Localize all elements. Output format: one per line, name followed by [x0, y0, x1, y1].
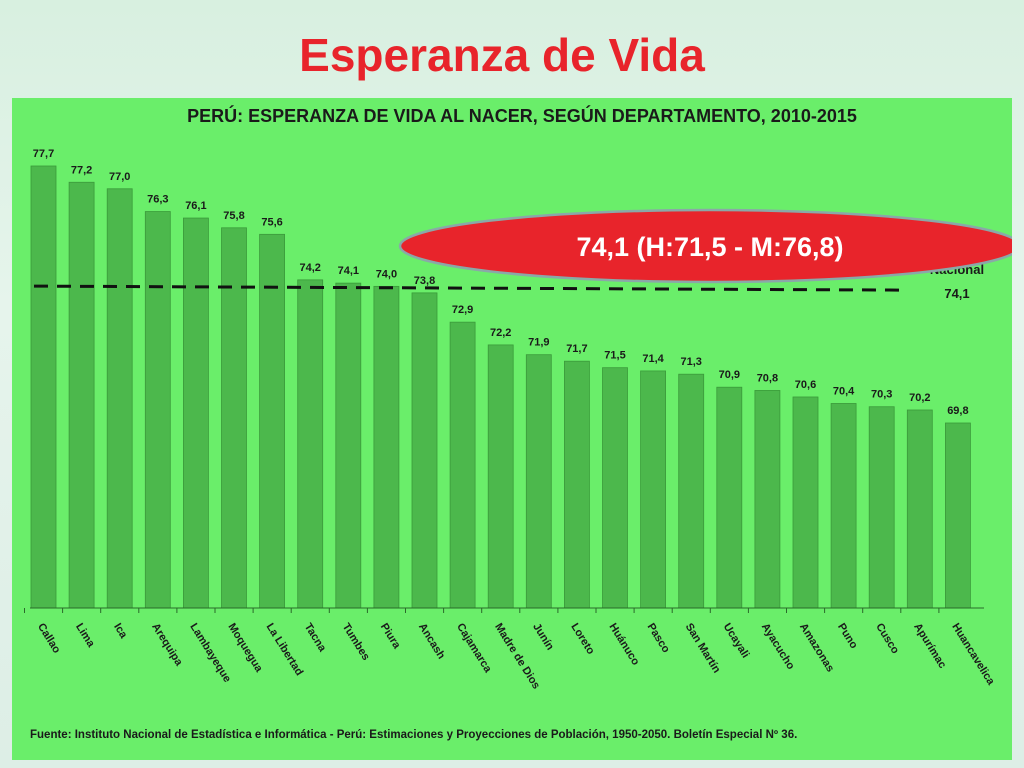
bar-7: [297, 279, 324, 609]
value-label-20: 70,6: [795, 379, 816, 391]
x-tick-label-0: Callao: [35, 621, 63, 656]
national-value: 74,1: [944, 286, 969, 301]
value-label-11: 72,9: [452, 304, 473, 316]
x-tick-label-6: La Libertad: [264, 621, 306, 678]
x-tick-label-21: Puno: [835, 621, 860, 651]
x-tick-label-11: Cajamarca: [454, 621, 494, 675]
x-tick-label-18: Ucayali: [721, 621, 752, 660]
value-label-2: 77,0: [109, 171, 130, 183]
x-tick-label-8: Tumbes: [340, 621, 372, 662]
value-labels-layer: 77,7 77,2 77,0 76,3 76,1 75,8 75,6 74,2 74,1 74,0…: [33, 148, 969, 417]
x-tick-label-2: Ica: [111, 621, 130, 641]
x-tick-label-7: Tacna: [302, 621, 329, 654]
source-text: Fuente: Instituto Nacional de Estadístic…: [30, 729, 797, 741]
bar-18: [716, 386, 743, 609]
bar-9: [373, 285, 400, 609]
x-tick-label-16: Pasco: [645, 621, 672, 655]
bar-13: [525, 354, 552, 609]
x-tick-label-20: Amazonas: [797, 621, 836, 674]
x-tick-label-19: Ayacucho: [759, 621, 797, 672]
slide-title: Esperanza de Vida: [299, 29, 705, 81]
bar-2: [106, 188, 133, 609]
callout-text: 74,1 (H:71,5 - M:76,8): [576, 232, 843, 262]
bar-1: [68, 181, 95, 609]
bars-layer: [30, 165, 971, 609]
x-tick-label-10: Ancash: [416, 621, 447, 661]
bar-11: [449, 321, 476, 609]
bar-chart: PERÚ: ESPERANZA DE VIDA AL NACER, SEGÚN …: [24, 105, 1012, 741]
value-label-21: 70,4: [833, 385, 855, 397]
bar-3: [144, 211, 171, 609]
bar-15: [602, 367, 628, 609]
x-tick-label-22: Cusco: [873, 621, 901, 656]
x-tick-label-3: Arequipa: [149, 621, 185, 669]
value-label-18: 70,9: [719, 369, 740, 381]
value-label-19: 70,8: [757, 372, 778, 384]
value-label-1: 77,2: [71, 164, 92, 176]
value-label-16: 71,4: [642, 353, 664, 365]
chart-panel: PERÚ: ESPERANZA DE VIDA AL NACER, SEGÚN …: [12, 98, 1012, 760]
value-label-14: 71,7: [566, 343, 587, 355]
x-tick-label-5: Moquegua: [225, 621, 265, 675]
value-label-8: 74,1: [338, 265, 359, 277]
value-label-0: 77,7: [33, 148, 54, 160]
x-tick-label-15: Huánuco: [606, 621, 641, 668]
value-label-22: 70,3: [871, 389, 892, 401]
x-tick-labels-layer: Callao Lima Ica Arequipa LambayequeMoqueguaL…: [35, 621, 997, 691]
x-tick-label-9: Piura: [378, 621, 403, 651]
value-label-17: 71,3: [680, 356, 701, 368]
callout-ellipse: [398, 208, 1012, 284]
value-label-4: 76,1: [185, 200, 206, 212]
x-tick-label-23: Apurímac: [911, 621, 948, 670]
value-label-7: 74,2: [299, 262, 320, 274]
bar-22: [868, 406, 895, 609]
bar-12: [487, 344, 514, 609]
value-label-5: 75,8: [223, 210, 244, 222]
bar-19: [754, 390, 781, 609]
x-tick-label-1: Lima: [73, 621, 97, 650]
x-tick-label-24: Huancavelica: [949, 621, 997, 688]
bar-0: [30, 165, 57, 609]
bar-23: [906, 409, 933, 609]
x-tick-marks: [24, 608, 940, 613]
bar-8: [335, 282, 362, 609]
chart-title: PERÚ: ESPERANZA DE VIDA AL NACER, SEGÚN …: [187, 105, 857, 126]
x-tick-label-14: Loreto: [568, 621, 596, 657]
x-tick-label-17: San Martín: [683, 621, 723, 675]
bar-5: [221, 227, 247, 609]
bar-14: [564, 360, 590, 609]
bar-21: [830, 403, 857, 609]
bar-4: [182, 217, 209, 609]
bar-16: [640, 370, 666, 609]
value-label-13: 71,9: [528, 337, 549, 349]
bar-20: [792, 396, 819, 609]
bar-6: [259, 233, 286, 609]
value-label-3: 76,3: [147, 194, 168, 206]
value-label-23: 70,2: [909, 392, 930, 404]
value-label-9: 74,0: [376, 268, 397, 280]
value-label-6: 75,6: [261, 216, 282, 228]
value-label-10: 73,8: [414, 275, 435, 287]
x-tick-label-13: Junín: [530, 621, 556, 652]
x-tick-label-4: Lambayeque: [187, 621, 233, 684]
bar-17: [678, 373, 705, 609]
bar-24: [945, 422, 971, 609]
value-label-12: 72,2: [490, 327, 511, 339]
value-label-24: 69,8: [947, 405, 968, 417]
bar-10: [411, 292, 438, 609]
value-label-15: 71,5: [604, 350, 625, 362]
national-average-line: [33, 284, 903, 292]
